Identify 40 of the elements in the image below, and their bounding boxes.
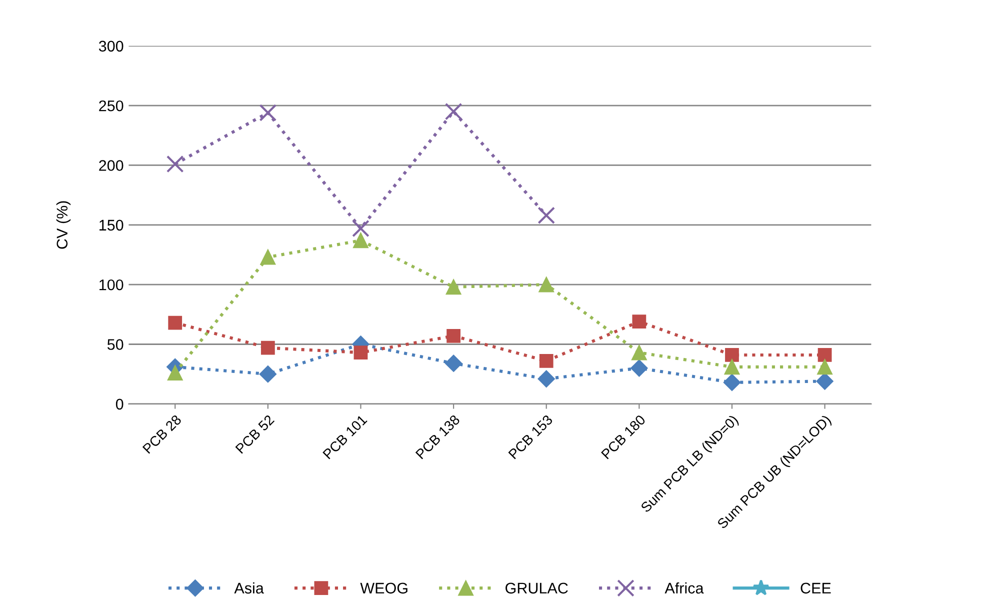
y-tick-label: 0 [116,398,124,410]
point [538,370,555,388]
point [723,374,741,391]
y-tick-label: 100 [100,279,124,290]
point [446,279,462,295]
point [725,348,739,362]
point [259,366,276,383]
point [538,206,556,224]
point [167,365,183,381]
point [352,220,370,238]
point [260,340,275,355]
point [818,348,832,362]
point [539,354,554,368]
legend-label: Asia [234,582,264,594]
point [632,344,647,360]
legend-label: Africa [664,582,704,594]
point [724,359,740,375]
point [354,346,368,360]
y-tick-label: 250 [99,100,124,112]
y-tick-label: 300 [98,40,124,52]
y-tick-label: 50 [107,339,124,350]
point [816,372,834,390]
point [538,276,554,292]
point [444,102,462,120]
y-tick-label: 150 [100,220,124,231]
point [260,249,276,265]
legend-label: GRULAC [506,582,568,594]
point [168,316,182,330]
point [166,155,184,173]
legend-label: WEOG [360,582,408,594]
point [446,328,460,343]
point [632,314,646,329]
y-axis-title: CV (%) [56,201,71,249]
point [259,104,277,122]
point [444,354,462,372]
y-tick-label: 200 [99,160,124,171]
legend-label: CEE [800,582,831,594]
point [630,360,648,377]
point [817,359,832,375]
point [353,232,368,248]
